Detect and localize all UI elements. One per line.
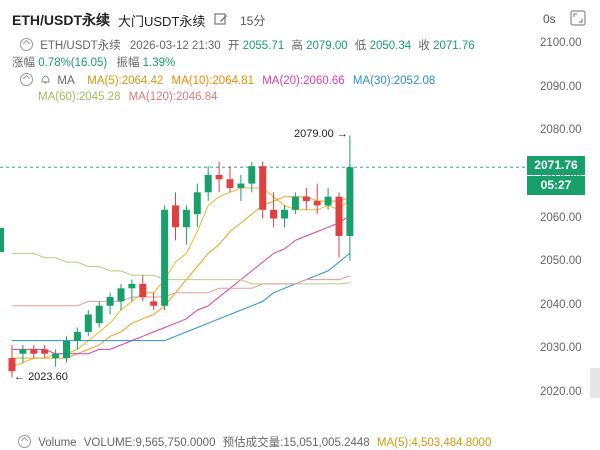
left-drag-handle[interactable] <box>0 228 4 252</box>
high-annotation: 2079.00 → <box>294 128 348 140</box>
amplitude-value: 1.39% <box>142 57 176 69</box>
symbol-subtitle: 大门USDT永续 <box>118 14 206 29</box>
candle-body <box>302 196 310 202</box>
close-value: 2071.76 <box>433 40 475 52</box>
candle-body <box>215 174 223 180</box>
candle-body <box>63 340 70 359</box>
candle-body <box>281 209 288 219</box>
ma-row-1: MA MA(5):2064.42 MA(10):2064.81 MA(20):2… <box>20 73 435 87</box>
candle-body <box>106 297 114 306</box>
low-label: 低 <box>354 40 367 52</box>
high-annotation-text: 2079.00 <box>294 128 334 140</box>
close-label: 收 <box>418 40 430 52</box>
axis-tick-label: 2050.00 <box>540 255 582 268</box>
volume-label: Volume <box>38 437 77 449</box>
axis-tick-label: 2100.00 <box>540 37 582 49</box>
ohlc-datetime: 2026-03-12 21:30 <box>129 40 221 52</box>
candle-body <box>335 196 343 236</box>
countdown-text: 0s <box>543 12 556 26</box>
ma120-line <box>12 275 351 307</box>
candle-body <box>117 288 125 302</box>
candle-body <box>226 179 234 188</box>
volume-ma5: MA(5):4,503,484.8000 <box>376 437 492 449</box>
candle-body <box>313 201 321 206</box>
symbol-title[interactable]: ETH/USDT永续 <box>12 12 110 28</box>
collapse-icon[interactable] <box>20 73 33 86</box>
high-label: 高 <box>291 40 303 52</box>
axis-tick-label: 2030.00 <box>540 342 582 355</box>
low-value: 2050.34 <box>369 40 412 52</box>
low-annotation: ← 2023.60 <box>14 371 68 383</box>
volume-value: VOLUME:9,565,750.0000 <box>83 437 216 449</box>
candle-body <box>73 331 81 341</box>
ma10-line <box>12 196 351 359</box>
collapse-icon[interactable] <box>18 435 31 448</box>
top-bar: ETH/USDT永续 大门USDT永续 15分 0s <box>0 0 600 36</box>
ma5-line <box>11 187 351 368</box>
ma20-value: MA(20):2060.66 <box>262 75 345 87</box>
change-label: 涨幅 <box>12 57 35 69</box>
ma10-value: MA(10):2064.81 <box>171 75 254 87</box>
candle-body <box>8 358 16 372</box>
axis-tick-label: 2060.00 <box>540 211 582 224</box>
change-value: 0.78%(16.05) <box>38 57 108 69</box>
change-row: 涨幅 0.78%(16.05) 振幅 1.39% <box>12 54 175 70</box>
candle-body <box>172 205 179 228</box>
candle-time-left: 05:27 <box>527 176 585 195</box>
ma120-value: MA(120):2046.84 <box>128 91 218 103</box>
candle-body <box>84 314 92 332</box>
candle-body <box>161 209 169 306</box>
low-annotation-text: 2023.60 <box>28 371 68 383</box>
candle-body <box>193 192 201 215</box>
candle-body <box>248 166 256 184</box>
ma-row-2: MA(60):2045.28 MA(120):2046.84 <box>38 91 218 103</box>
open-value: 2055.71 <box>242 40 285 52</box>
right-scroll-handle[interactable] <box>590 368 600 398</box>
candle-body <box>346 167 354 236</box>
high-value: 2079.00 <box>306 40 348 52</box>
axis-tick-label: 2040.00 <box>540 298 582 311</box>
candle-body <box>204 174 212 193</box>
ma30-line <box>12 252 351 342</box>
last-price-tag: 2071.76 <box>527 156 585 175</box>
volume-estimate: 预估成交量:15,051,005.2448 <box>222 437 370 449</box>
ohlc-row: ETH/USDT永续 2026-03-12 21:30 开 2055.71 高 … <box>20 37 475 53</box>
candle-body <box>270 209 278 219</box>
ma60-line <box>12 252 350 285</box>
ohlc-symbol: ETH/USDT永续 <box>40 40 121 52</box>
axis-tick-label: 2090.00 <box>540 80 582 93</box>
candle-body <box>291 196 299 210</box>
fullscreen-icon[interactable] <box>570 10 586 26</box>
interval-selector[interactable]: 15分 <box>240 14 266 28</box>
candle-body <box>30 349 38 354</box>
volume-row: Volume VOLUME:9,565,750.0000 预估成交量:15,05… <box>18 434 491 450</box>
ma5-value: MA(5):2064.42 <box>87 75 164 87</box>
candle-body <box>95 305 103 324</box>
candle-body <box>52 353 60 359</box>
candle-body <box>324 196 332 206</box>
candle-body <box>237 183 245 188</box>
candle-body <box>128 283 136 289</box>
ma-label: MA <box>57 75 75 87</box>
bell-icon[interactable] <box>40 74 51 85</box>
candle-body <box>259 166 267 210</box>
amplitude-label: 振幅 <box>116 57 140 69</box>
open-label: 开 <box>227 40 240 52</box>
axis-tick-label: 2020.00 <box>540 386 582 398</box>
edit-icon[interactable] <box>214 12 228 26</box>
candle-body <box>41 349 49 354</box>
candle-body <box>182 209 190 228</box>
collapse-icon[interactable] <box>20 38 33 51</box>
candle-body <box>139 283 147 298</box>
candle-body <box>19 349 27 354</box>
candle-body <box>150 301 158 306</box>
ma60-value: MA(60):2045.28 <box>38 91 121 103</box>
ma30-value: MA(30):2052.08 <box>352 75 436 87</box>
ma20-line <box>12 215 351 355</box>
axis-tick-label: 2080.00 <box>540 124 582 137</box>
